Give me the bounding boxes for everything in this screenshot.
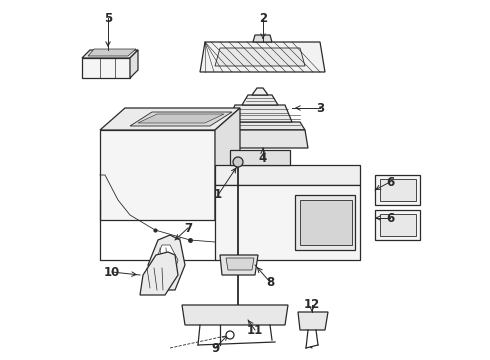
Polygon shape [230,150,290,165]
Polygon shape [100,108,240,130]
Polygon shape [215,165,360,185]
Polygon shape [88,49,136,56]
Polygon shape [130,50,138,78]
Polygon shape [100,130,215,220]
Polygon shape [380,214,416,236]
Text: 8: 8 [266,275,274,288]
Polygon shape [140,252,178,295]
Text: 11: 11 [247,324,263,337]
Polygon shape [242,95,278,105]
Polygon shape [130,112,232,126]
Text: 9: 9 [211,342,219,355]
Polygon shape [220,255,258,275]
Polygon shape [82,58,130,78]
Polygon shape [226,258,254,270]
Polygon shape [380,179,416,201]
Polygon shape [148,235,185,290]
Polygon shape [200,42,325,72]
Polygon shape [300,200,352,245]
Polygon shape [375,175,420,205]
Text: 7: 7 [184,221,192,234]
Polygon shape [182,305,288,325]
Polygon shape [215,122,305,130]
Polygon shape [155,245,178,280]
Text: 12: 12 [304,298,320,311]
Circle shape [226,331,234,339]
Polygon shape [215,185,360,260]
Polygon shape [215,48,305,66]
Polygon shape [295,195,355,250]
Polygon shape [253,35,272,42]
Polygon shape [138,114,224,123]
Text: 4: 4 [259,152,267,165]
Text: 10: 10 [104,266,120,279]
Polygon shape [215,108,240,220]
Text: 5: 5 [104,12,112,24]
Polygon shape [252,88,268,95]
Polygon shape [298,312,328,330]
Text: 1: 1 [214,189,222,202]
Text: 2: 2 [259,12,267,24]
Circle shape [233,157,243,167]
Text: 6: 6 [386,175,394,189]
Text: 6: 6 [386,211,394,225]
Polygon shape [210,130,308,148]
Text: 3: 3 [316,102,324,114]
Polygon shape [228,105,292,122]
Polygon shape [375,210,420,240]
Polygon shape [82,50,138,58]
